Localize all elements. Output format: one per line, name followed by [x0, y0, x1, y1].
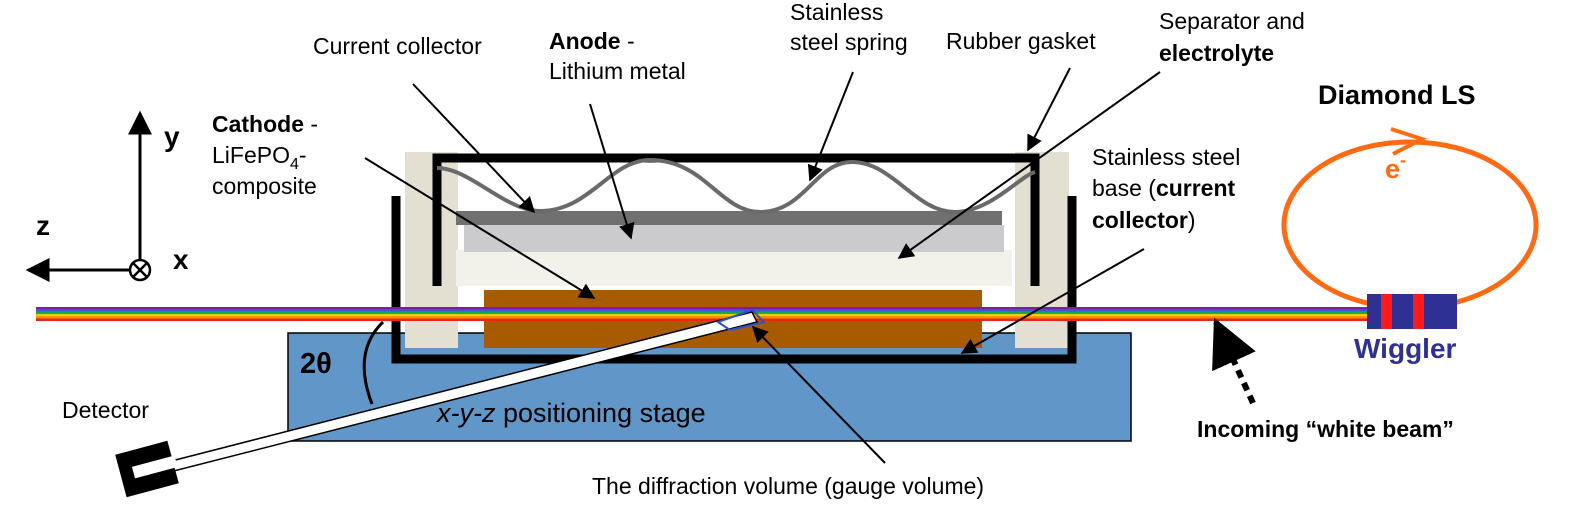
label-detector: Detector [62, 397, 149, 423]
label-two-theta: 2θ [300, 348, 332, 380]
beam-band [36, 318, 1372, 321]
label-base-2: base (current [1092, 175, 1236, 201]
two-theta-arc [362, 320, 385, 405]
label-cathode-formula: LiFePO4- [212, 142, 307, 173]
label-wiggler: Wiggler [1354, 333, 1457, 364]
axis-label-x: x [173, 244, 189, 275]
axis-label-z: z [36, 210, 50, 241]
label-gasket: Rubber gasket [946, 28, 1096, 54]
label-positioning-stage: x-y-z positioning stage [435, 398, 706, 428]
stainless-steel-base [391, 196, 1077, 364]
wiggler-pole-2 [1413, 294, 1424, 329]
label-base-3: collector) [1092, 207, 1196, 233]
label-anode-sub: Lithium metal [549, 58, 686, 84]
leader-spring [807, 71, 854, 182]
label-electron: e- [1385, 150, 1406, 184]
detector [115, 440, 179, 498]
leader-diffraction [751, 325, 886, 464]
leader-base [960, 248, 1145, 354]
anode-lithium-metal [464, 225, 1004, 252]
label-separator-1: Separator and [1159, 8, 1305, 34]
synchrotron-orbit [1281, 139, 1539, 311]
gauge-volume [715, 308, 766, 332]
label-cathode-composite: composite [212, 173, 317, 199]
current-collector-plate [456, 211, 1002, 225]
incoming-beam-arrow [1212, 317, 1256, 405]
positioning-stage [287, 332, 1132, 442]
label-cathode: Cathode - [212, 111, 318, 137]
orbit-arrow-icon [1390, 127, 1428, 156]
cell-lid [432, 153, 1040, 286]
leader-cathode [364, 157, 596, 299]
label-diamond-ls: Diamond LS [1318, 80, 1476, 110]
x-axis-cross-b [132, 262, 148, 278]
leader-anode [589, 103, 635, 240]
label-diffraction-volume: The diffraction volume (gauge volume) [592, 473, 984, 499]
label-incoming-beam: Incoming “white beam” [1197, 416, 1454, 442]
beam-band [36, 316, 1372, 319]
label-spring-1: Stainless [790, 0, 883, 25]
label-anode: Anode - [549, 28, 635, 54]
separator-electrolyte-layer [456, 250, 1012, 286]
beam-band [36, 309, 1372, 312]
axis-label-y: y [164, 121, 180, 152]
label-base-1: Stainless steel [1092, 144, 1240, 170]
leader-separator [897, 71, 1161, 259]
leader-gasket [1027, 67, 1071, 152]
beam-band [36, 307, 1372, 310]
wiggler-magnet [1367, 294, 1457, 329]
stainless-steel-spring [436, 157, 1036, 215]
beam-band [36, 313, 1372, 317]
leader-current-collector [412, 83, 536, 214]
label-spring-2: steel spring [790, 29, 908, 55]
white-beam [36, 307, 1372, 321]
label-current-collector: Current collector [313, 33, 482, 59]
wiggler-pole-1 [1381, 294, 1392, 329]
beam-band [36, 311, 1372, 315]
label-separator-2: electrolyte [1159, 40, 1274, 66]
